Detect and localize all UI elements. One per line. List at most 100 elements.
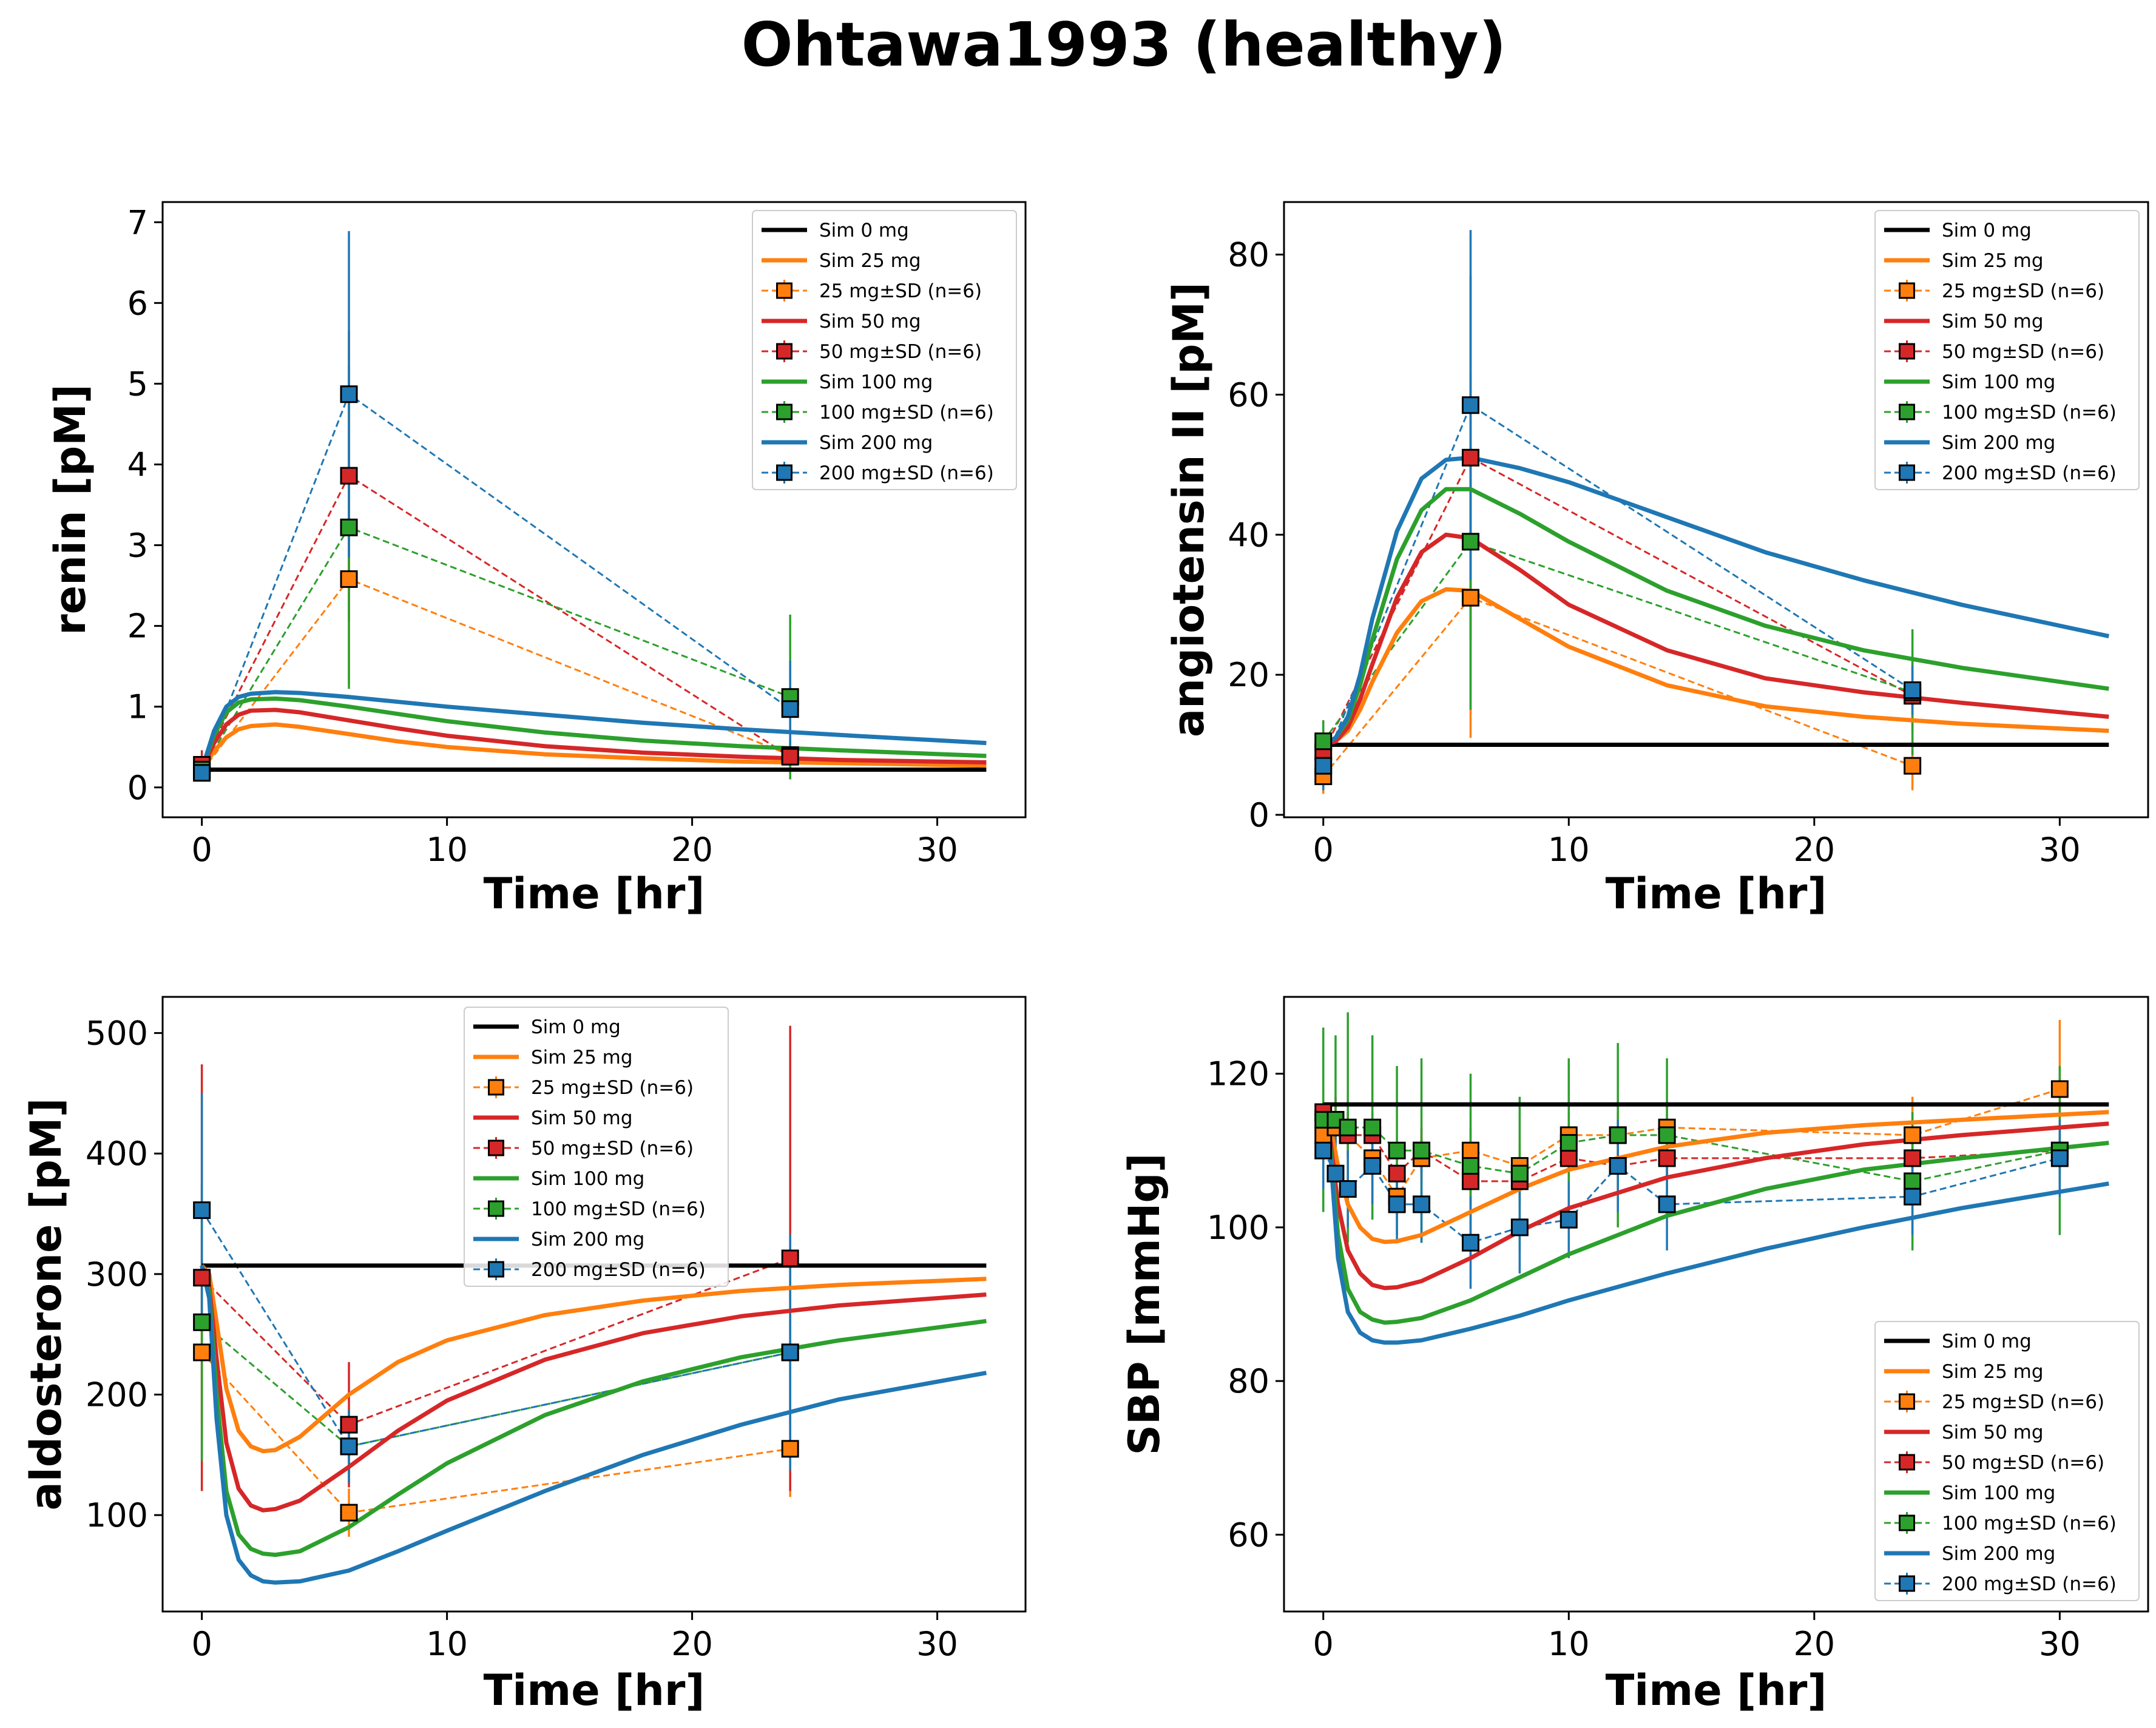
sim-series-line [200, 707, 987, 771]
data-point [1904, 1187, 1922, 1206]
x-tick-label: 20 [671, 1625, 713, 1663]
legend-frame [464, 1007, 729, 1287]
x-tick-label: 10 [1548, 1625, 1590, 1663]
data-point [1461, 589, 1479, 607]
y-tick-label: 3 [127, 527, 148, 565]
legend-label: Sim 25 mg [1942, 1361, 2044, 1383]
chart-panel-4: 0 10 20 30 60 80 100 120 Time [hr] SBP [mmHg] Sim … [1120, 996, 2149, 1715]
axes-frame [161, 201, 1027, 818]
legend-frame [1874, 1321, 2140, 1601]
axes-frame [1283, 201, 2149, 818]
data-point [2050, 1149, 2069, 1167]
data-point [1413, 1195, 1431, 1213]
plot-area [1314, 1012, 2109, 1345]
data-point [1364, 1118, 1382, 1136]
chart-panel-3: 0 10 20 30 100 200 300 400 500 Time [hr] aldostero… [21, 996, 1027, 1715]
legend-marker [1899, 1393, 1915, 1410]
data-point [1461, 533, 1479, 551]
sim-series-line [200, 722, 987, 771]
x-tick-label: 30 [2039, 1625, 2081, 1663]
y-tick-label: 6 [127, 284, 148, 322]
y-tick-label: 40 [1228, 516, 1269, 554]
sim-series-line [200, 690, 987, 771]
legend-label: 50 mg±SD (n=6) [1942, 1452, 2104, 1474]
y-axis-label: SBP [mmHg] [1120, 1153, 1169, 1456]
data-point [340, 518, 358, 536]
legend-marker [1899, 1575, 1915, 1592]
x-tick-label: 20 [671, 831, 713, 869]
data-point [1339, 1118, 1357, 1136]
legend-marker [488, 1079, 504, 1096]
data-point [1658, 1126, 1676, 1144]
data-point [340, 385, 358, 403]
sim-series-line [200, 1264, 987, 1454]
y-axis-label: renin [pM] [46, 384, 95, 635]
data-point [1326, 1164, 1345, 1183]
legend: Sim 0 mg Sim 25 mg 25 mg±SD (n=6) Sim 50 mg… [1874, 210, 2140, 490]
x-tick-label: 10 [1548, 831, 1590, 869]
legend-marker [488, 1139, 504, 1156]
sim-series-line [1322, 587, 2109, 747]
legend-marker [1899, 464, 1915, 481]
legend: Sim 0 mg Sim 25 mg 25 mg±SD (n=6) Sim 50 mg… [464, 1007, 729, 1287]
data-point [1364, 1157, 1382, 1175]
data-point [1904, 681, 1922, 700]
x-tick-label: 20 [1793, 1625, 1835, 1663]
legend-label: Sim 50 mg [1942, 311, 2044, 332]
data-point [1560, 1210, 1578, 1229]
legend-label: 200 mg±SD (n=6) [1942, 1573, 2117, 1595]
legend-marker [1899, 1514, 1915, 1531]
data-point [1413, 1141, 1431, 1159]
legend-label: 25 mg±SD (n=6) [1942, 1391, 2104, 1413]
legend-label: 100 mg±SD (n=6) [1942, 1513, 2117, 1534]
y-tick-label: 5 [127, 365, 148, 403]
x-axis-label: Time [hr] [1606, 869, 1827, 919]
figure-title: Ohtawa1993 (healthy) [742, 9, 1507, 80]
x-tick-label: 20 [1793, 831, 1835, 869]
y-tick-label: 500 [86, 1014, 148, 1053]
y-tick-label: 100 [86, 1496, 148, 1534]
data-point [781, 1343, 799, 1362]
data-point [1314, 1141, 1333, 1159]
legend-label: 25 mg±SD (n=6) [1942, 280, 2104, 302]
y-axis-label: aldosterone [pM] [21, 1098, 71, 1510]
data-point [1388, 1195, 1406, 1213]
legend-label: Sim 25 mg [1942, 250, 2044, 272]
data-point [1461, 1141, 1479, 1159]
chart-panel-2: 0 10 20 30 0 20 40 60 80 Time [hr] angiotensin II … [1164, 201, 2149, 919]
y-tick-label: 7 [127, 203, 148, 241]
data-point [1658, 1149, 1676, 1167]
data-point [1560, 1134, 1578, 1152]
y-tick-label: 60 [1228, 376, 1269, 414]
legend-marker [1899, 282, 1915, 299]
data-series-line [1322, 456, 1913, 752]
legend-label: Sim 0 mg [531, 1016, 621, 1038]
data-point [1314, 757, 1333, 775]
legend-label: Sim 50 mg [531, 1107, 633, 1129]
data-point [193, 1269, 211, 1287]
sim-series-line [1322, 532, 2109, 747]
legend-label: Sim 200 mg [1942, 1543, 2055, 1565]
y-tick-label: 20 [1228, 656, 1269, 694]
plot-area [1314, 230, 2110, 794]
legend-label: Sim 25 mg [531, 1047, 633, 1068]
legend-label: 100 mg±SD (n=6) [1942, 402, 2117, 424]
legend-label: Sim 200 mg [1942, 432, 2055, 454]
x-axis-label: Time [hr] [484, 869, 705, 919]
legend: Sim 0 mg Sim 25 mg 25 mg±SD (n=6) Sim 50 mg… [1874, 1321, 2140, 1601]
legend-marker [776, 403, 792, 420]
data-point [781, 700, 799, 718]
legend-label: 100 mg±SD (n=6) [531, 1198, 706, 1220]
data-point [1658, 1195, 1676, 1213]
data-point [193, 1313, 211, 1331]
data-point [1314, 732, 1333, 751]
sim-series-line [200, 1264, 987, 1558]
y-tick-label: 4 [127, 445, 148, 484]
data-point [1461, 1234, 1479, 1252]
data-point [1904, 1172, 1922, 1190]
y-tick-label: 400 [86, 1135, 148, 1173]
legend-label: Sim 100 mg [531, 1168, 644, 1190]
y-tick-label: 120 [1207, 1055, 1269, 1093]
x-tick-label: 0 [1313, 1625, 1334, 1663]
